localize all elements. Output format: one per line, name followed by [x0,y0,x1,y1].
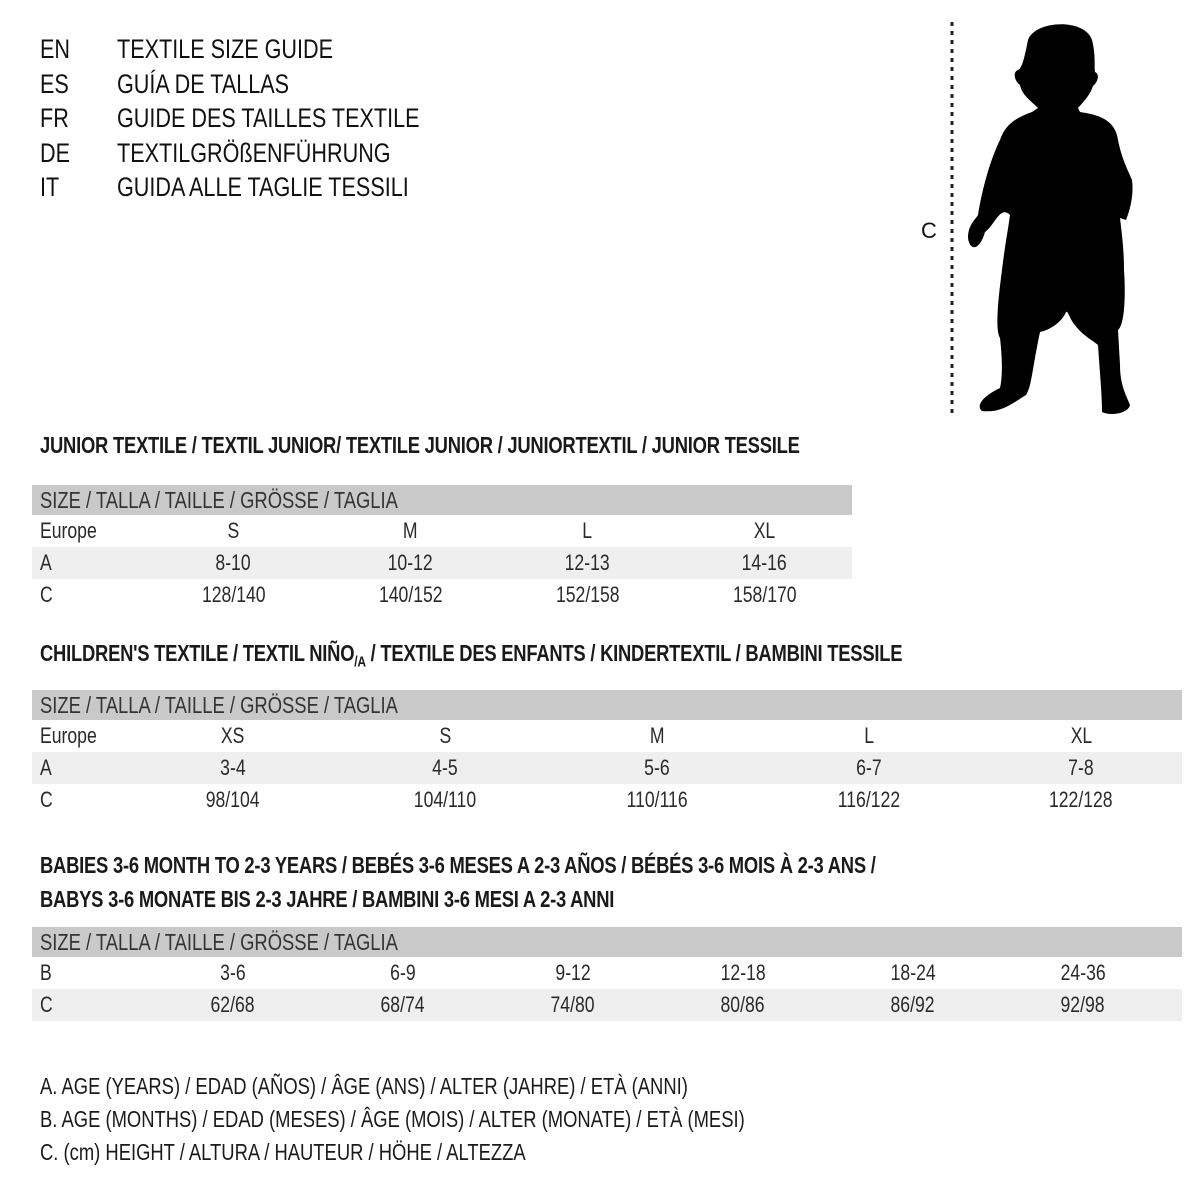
cell: 98/104 [206,787,260,812]
table-row: B 3-6 6-9 9-12 12-18 18-24 24-36 [32,957,1182,989]
cell: 128/140 [201,582,266,607]
row-label: C [40,787,53,812]
language-code: ES [40,68,69,99]
legend-item-b: B. AGE (MONTHS) / EDAD (MESES) / ÂGE (MO… [40,1106,745,1132]
children-size-table: SIZE / TALLA / TAILLE / GRÖSSE / TAGLIA … [32,690,1182,816]
row-label: B [40,960,52,985]
cell: 116/122 [837,787,901,812]
legend: A. AGE (YEARS) / EDAD (AÑOS) / ÂGE (ANS)… [40,1070,921,1169]
children-heading: CHILDREN'S TEXTILE / TEXTIL NIÑO/A / TEX… [40,640,1118,671]
cell: 158/170 [732,582,797,607]
children-heading-text: CHILDREN'S TEXTILE / TEXTIL NIÑO [40,640,355,666]
cell: M [403,518,418,543]
height-measure-label: C [921,218,937,243]
row-label: Europe [40,518,97,543]
cell: M [649,723,665,748]
row-label: C [40,582,53,607]
table-row: A 3-4 4-5 5-6 6-7 7-8 [32,752,1182,784]
language-title: TEXTILGRÖßENFÜHRUNG [117,137,391,168]
cell: 3-4 [220,755,246,780]
language-row-de: DE TEXTILGRÖßENFÜHRUNG [0,136,600,171]
cell: 104/110 [413,787,477,812]
cell: 3-6 [220,960,246,985]
cell: 9-12 [555,960,591,985]
babies-heading-line: BABIES 3-6 MONTH TO 2-3 YEARS / BEBÉS 3-… [40,852,876,878]
language-title: GUÍA DE TALLAS [117,68,290,99]
row-label: A [40,550,52,575]
size-header-text: SIZE / TALLA / TAILLE / GRÖSSE / TAGLIA [40,487,398,513]
babies-heading: BABIES 3-6 MONTH TO 2-3 YEARS / BEBÉS 3-… [40,848,1085,916]
table-header: SIZE / TALLA / TAILLE / GRÖSSE / TAGLIA [32,927,1182,957]
legend-item-c: C. (cm) HEIGHT / ALTURA / HAUTEUR / HÖHE… [40,1139,526,1165]
language-code: IT [40,172,60,202]
cell: L [864,723,874,748]
size-header-text: SIZE / TALLA / TAILLE / GRÖSSE / TAGLIA [40,929,398,955]
language-row-fr: FR GUIDE DES TAILLES TEXTILE [0,101,600,136]
row-label: A [40,755,52,780]
cell: 86/92 [890,992,936,1017]
language-title: TEXTILE SIZE GUIDE [117,34,334,64]
size-header-text: SIZE / TALLA / TAILLE / GRÖSSE / TAGLIA [40,692,398,718]
children-heading-text-rest: / TEXTILE DES ENFANTS / KINDERTEXTIL / B… [365,640,903,666]
language-row-es: ES GUÍA DE TALLAS [0,67,600,102]
language-title: GUIDA ALLE TAGLIE TESSILI [117,172,409,202]
cell: 80/86 [720,992,766,1017]
cell: 152/158 [555,582,620,607]
cell: 12-18 [720,960,766,985]
cell: 5-6 [644,755,670,780]
language-titles: EN TEXTILE SIZE GUIDE ES GUÍA DE TALLAS FR… [0,32,600,205]
table-header: SIZE / TALLA / TAILLE / GRÖSSE / TAGLIA [32,690,1182,720]
language-row-it: IT GUIDA ALLE TAGLIE TESSILI [0,170,600,205]
legend-item-a: A. AGE (YEARS) / EDAD (AÑOS) / ÂGE (ANS)… [40,1073,688,1099]
cell: 74/80 [550,992,596,1017]
cell: L [582,518,593,543]
cell: 24-36 [1060,960,1106,985]
babies-size-table: SIZE / TALLA / TAILLE / GRÖSSE / TAGLIA … [32,927,1182,1021]
cell: 7-8 [1068,755,1094,780]
cell: 14-16 [741,550,788,575]
table-row: C 62/68 68/74 74/80 80/86 86/92 92/98 [32,989,1182,1021]
row-label: Europe [40,723,97,748]
table-header: SIZE / TALLA / TAILLE / GRÖSSE / TAGLIA [32,485,852,515]
language-code: EN [40,34,71,64]
cell: XS [221,723,245,748]
child-silhouette-icon [950,22,1133,414]
table-row: Europe XS S M L XL [32,720,1182,752]
cell: 8-10 [215,550,252,575]
cell: S [439,723,451,748]
cell: 62/68 [210,992,256,1017]
cell: 68/74 [380,992,426,1017]
babies-heading-line: BABYS 3-6 MONATE BIS 2-3 JAHRE / BAMBINI… [40,886,615,912]
cell: 122/128 [1049,787,1113,812]
table-row: Europe S M L XL [32,515,852,547]
cell: XL [753,518,776,543]
table-row: C 98/104 104/110 110/116 116/122 122/128 [32,784,1182,816]
cell: 6-9 [390,960,416,985]
cell: 110/116 [626,787,688,812]
junior-heading-text: JUNIOR TEXTILE / TEXTIL JUNIOR/ TEXTILE … [40,432,800,458]
table-row: C 128/140 140/152 152/158 158/170 [32,579,852,611]
children-heading-subscript: /A [354,653,366,671]
cell: 6-7 [856,755,882,780]
cell: XL [1070,723,1092,748]
row-label: C [40,992,53,1017]
cell: S [227,518,240,543]
language-code: DE [40,137,71,168]
cell: 92/98 [1060,992,1106,1017]
junior-size-table: SIZE / TALLA / TAILLE / GRÖSSE / TAGLIA … [32,485,852,611]
cell: 10-12 [387,550,434,575]
cell: 4-5 [432,755,458,780]
cell: 12-13 [564,550,611,575]
table-row: A 8-10 10-12 12-13 14-16 [32,547,852,579]
cell: 140/152 [378,582,443,607]
language-title: GUIDE DES TAILLES TEXTILE [117,103,420,133]
language-row-en: EN TEXTILE SIZE GUIDE [0,32,600,67]
junior-heading: JUNIOR TEXTILE / TEXTIL JUNIOR/ TEXTILE … [40,432,990,459]
language-code: FR [40,103,69,133]
cell: 18-24 [890,960,936,985]
